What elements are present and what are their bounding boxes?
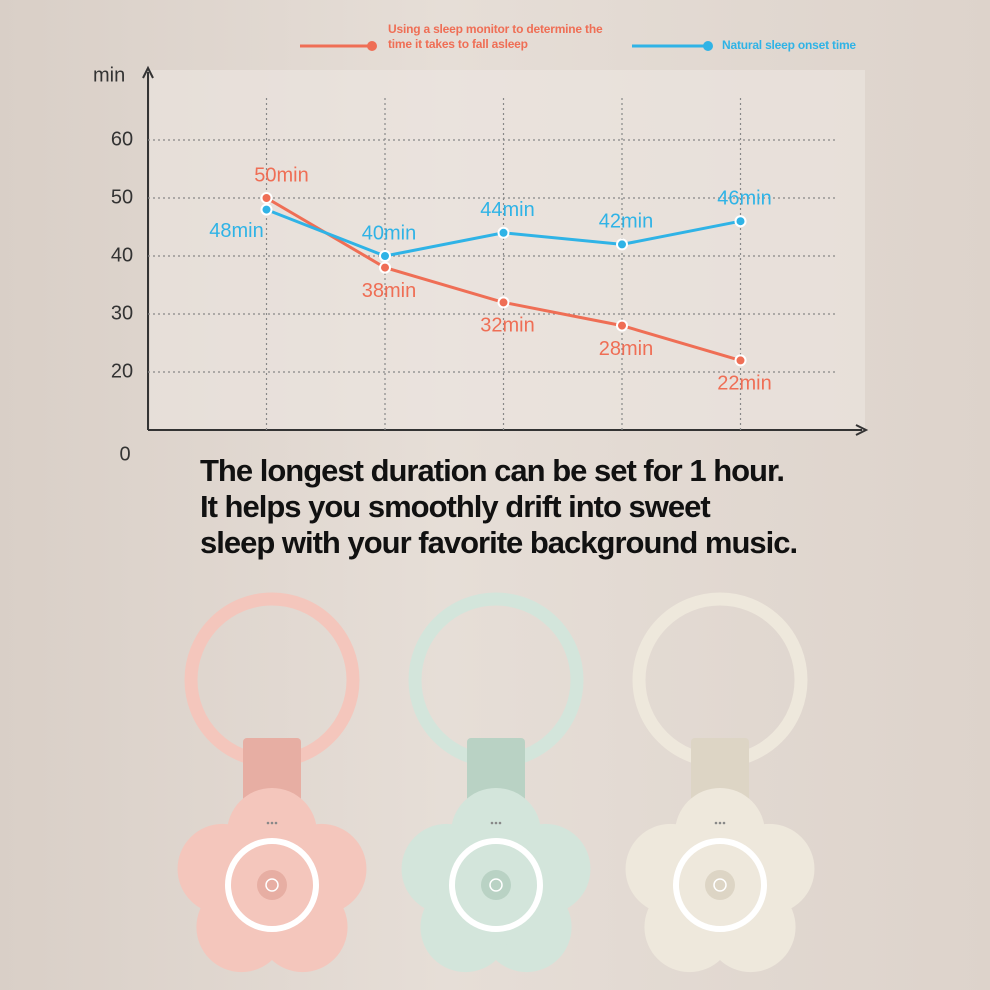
data-label: 46min xyxy=(717,187,771,209)
product-dot xyxy=(490,821,494,825)
product-dot xyxy=(718,821,722,825)
y-tick-label: 50 xyxy=(111,186,133,208)
x-arrow xyxy=(855,424,869,436)
data-point xyxy=(734,354,747,367)
legend-marker xyxy=(703,41,713,51)
product-light-ring xyxy=(673,838,767,932)
y-tick-label: 40 xyxy=(111,244,133,266)
data-label: 22min xyxy=(717,373,771,395)
origin-label: 0 xyxy=(119,443,130,465)
product xyxy=(401,592,591,973)
product-button xyxy=(257,870,287,900)
data-point xyxy=(616,319,628,332)
data-point xyxy=(616,238,628,251)
y-axis-label: min xyxy=(93,64,125,86)
data-point xyxy=(497,296,510,309)
data-point xyxy=(260,192,273,204)
product-power xyxy=(713,878,727,892)
data-label: 40min xyxy=(362,222,416,244)
data-point xyxy=(260,203,273,216)
caption-line: The longest duration can be set for 1 ho… xyxy=(200,453,785,488)
product-ring xyxy=(184,592,360,768)
product-ring xyxy=(408,592,584,768)
data-label: 42min xyxy=(599,211,653,233)
product-button xyxy=(481,870,511,900)
product-dot xyxy=(722,821,726,825)
data-label: 28min xyxy=(599,338,653,360)
legend-label: Natural sleep onset time xyxy=(722,38,856,52)
legend-label: Using a sleep monitor to determine the t… xyxy=(388,22,603,51)
y-tick-label: 20 xyxy=(111,360,133,382)
product-dot xyxy=(714,821,718,825)
product-dot xyxy=(494,821,498,825)
product-power xyxy=(489,878,503,892)
product-dot xyxy=(498,821,502,825)
data-label: 50min xyxy=(254,164,308,186)
caption-line: It helps you smoothly drift into sweet xyxy=(200,489,711,524)
legend-marker xyxy=(367,41,377,51)
caption: The longest duration can be set for 1 ho… xyxy=(200,453,798,561)
product-dot xyxy=(270,821,274,825)
product-light-ring xyxy=(449,838,543,932)
data-label: 38min xyxy=(362,280,416,302)
data-label: 44min xyxy=(480,199,534,221)
data-point xyxy=(379,250,391,262)
y-tick-label: 30 xyxy=(111,302,133,324)
y-tick-label: 60 xyxy=(111,128,133,150)
y-arrow xyxy=(142,65,154,79)
product-power xyxy=(265,878,279,892)
data-point xyxy=(734,215,747,228)
product-dot xyxy=(274,821,278,825)
plot-area xyxy=(150,70,865,430)
product xyxy=(625,592,815,973)
product-light-ring xyxy=(225,838,319,932)
product-dot xyxy=(266,821,270,825)
data-point xyxy=(379,261,391,274)
data-label: 48min xyxy=(209,220,263,242)
product xyxy=(177,592,367,973)
product-ring xyxy=(632,592,808,768)
data-label: 32min xyxy=(480,315,534,337)
product-button xyxy=(705,870,735,900)
caption-line: sleep with your favorite background musi… xyxy=(200,525,798,560)
data-point xyxy=(497,226,510,239)
